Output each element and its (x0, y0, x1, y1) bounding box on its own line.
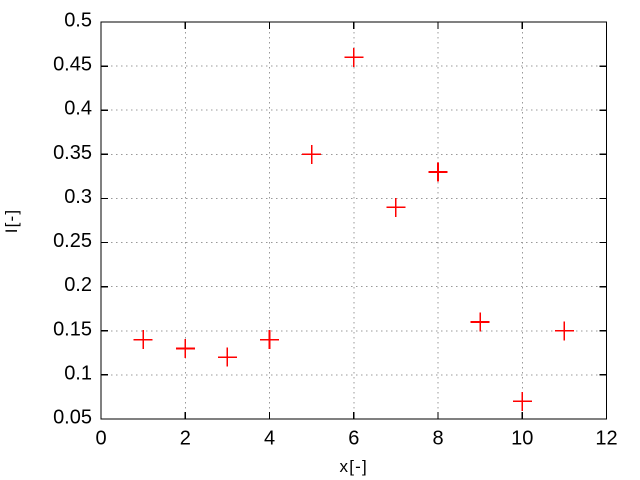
svg-text:0.05: 0.05 (53, 407, 92, 429)
svg-text:0.25: 0.25 (53, 230, 92, 252)
svg-text:8: 8 (432, 428, 443, 450)
svg-text:0.2: 0.2 (64, 274, 92, 296)
svg-text:0.5: 0.5 (64, 10, 92, 32)
svg-text:12: 12 (595, 428, 617, 450)
svg-text:6: 6 (348, 428, 359, 450)
svg-text:0.1: 0.1 (64, 362, 92, 384)
svg-text:0.4: 0.4 (64, 98, 92, 120)
svg-text:0: 0 (95, 428, 106, 450)
svg-text:0.45: 0.45 (53, 54, 92, 76)
svg-text:4: 4 (264, 428, 275, 450)
svg-text:0.15: 0.15 (53, 318, 92, 340)
svg-text:0.3: 0.3 (64, 186, 92, 208)
svg-text:10: 10 (511, 428, 533, 450)
svg-text:2: 2 (180, 428, 191, 450)
svg-text:x[-]: x[-] (340, 457, 368, 476)
svg-text:I[-]: I[-] (2, 209, 21, 234)
svg-text:0.35: 0.35 (53, 142, 92, 164)
